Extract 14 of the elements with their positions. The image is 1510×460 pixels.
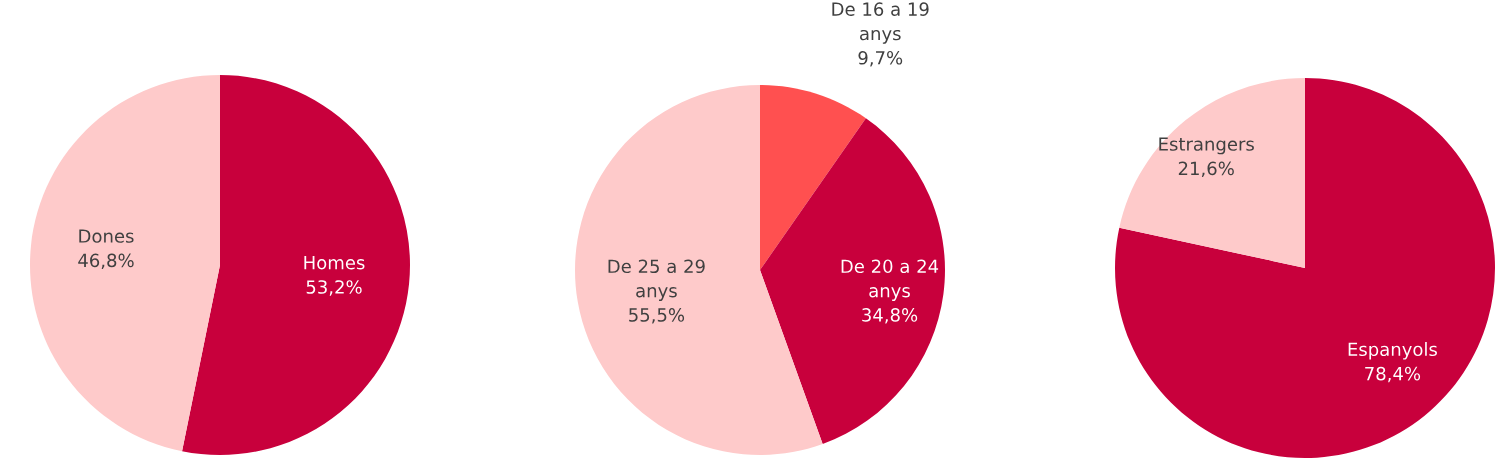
slice-label: Estrangers xyxy=(1159,137,1254,155)
data-label: 46,8% xyxy=(78,253,134,270)
slice-label: Homes xyxy=(304,256,365,270)
slice-label: De 20 a 24 anys xyxy=(841,259,939,301)
data-label: 78,4% xyxy=(1365,366,1421,383)
data-label: 34,8% xyxy=(862,308,918,324)
data-label: 53,2% xyxy=(306,280,362,296)
slice-label: De 25 a 29 anys xyxy=(608,259,705,301)
data-label: 21,6% xyxy=(1178,161,1234,178)
data-label: 55,5% xyxy=(629,308,685,324)
data-label: 9,7% xyxy=(858,50,903,67)
slice-label: De 16 a 19 anys xyxy=(832,2,929,44)
slice-label: Dones xyxy=(79,229,134,243)
slice-label: Espanyols xyxy=(1348,342,1437,360)
